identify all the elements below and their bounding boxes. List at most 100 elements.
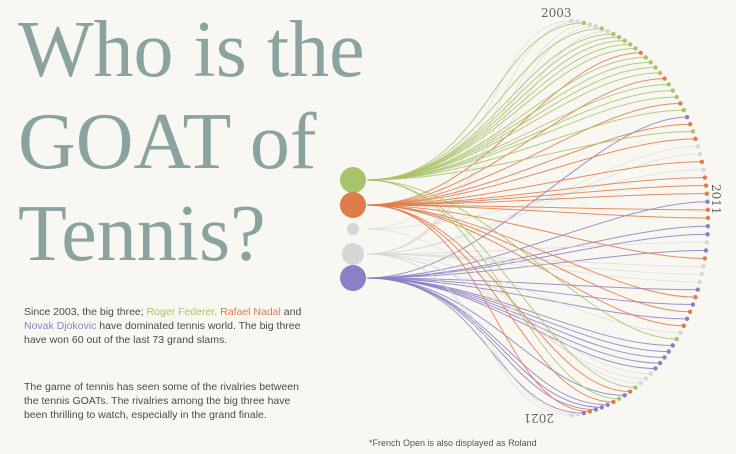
- slam-dot[interactable]: [684, 316, 690, 322]
- slam-dot[interactable]: [581, 20, 587, 26]
- slam-dot[interactable]: [681, 323, 687, 328]
- slam-dot[interactable]: [681, 108, 687, 113]
- slam-dot[interactable]: [616, 34, 622, 40]
- slam-dot[interactable]: [593, 24, 599, 29]
- slam-dot[interactable]: [690, 302, 696, 307]
- slam-dot[interactable]: [657, 70, 663, 76]
- slam-link: [366, 193, 707, 206]
- slam-link: [366, 83, 669, 181]
- slam-dot[interactable]: [705, 199, 710, 204]
- slam-dots: [569, 18, 711, 418]
- player-node-nadal[interactable]: [340, 192, 366, 218]
- player-node-federer[interactable]: [340, 167, 366, 193]
- slam-links: [366, 20, 709, 416]
- player-node-other-small[interactable]: [347, 223, 359, 235]
- slam-dot[interactable]: [695, 144, 701, 149]
- slam-dot[interactable]: [705, 207, 711, 213]
- slam-dot[interactable]: [653, 65, 658, 70]
- slam-dot[interactable]: [643, 55, 648, 60]
- slam-link: [366, 28, 602, 181]
- slam-dot[interactable]: [699, 271, 705, 277]
- slam-dot[interactable]: [702, 256, 708, 261]
- slam-dot[interactable]: [638, 380, 643, 386]
- slam-dot[interactable]: [704, 240, 710, 245]
- intro-and: and: [280, 306, 302, 318]
- slam-dot[interactable]: [599, 405, 605, 410]
- slam-dot[interactable]: [633, 46, 638, 51]
- slam-dot[interactable]: [697, 279, 703, 285]
- slam-dot[interactable]: [670, 88, 676, 93]
- slam-dot[interactable]: [611, 31, 616, 37]
- slam-link: [366, 20, 572, 230]
- slam-dot[interactable]: [638, 50, 643, 56]
- slam-dot[interactable]: [627, 389, 633, 394]
- slam-dot[interactable]: [705, 215, 711, 221]
- slam-dot[interactable]: [611, 399, 616, 405]
- slam-dot[interactable]: [702, 175, 708, 180]
- slam-dot[interactable]: [662, 76, 667, 81]
- slam-dot[interactable]: [695, 287, 701, 292]
- slam-dot[interactable]: [622, 393, 627, 398]
- slam-dot[interactable]: [648, 60, 653, 65]
- slam-dot[interactable]: [593, 407, 599, 412]
- slam-link: [366, 277, 625, 396]
- slam-dot[interactable]: [653, 366, 658, 371]
- slam-dot[interactable]: [587, 22, 593, 27]
- slam-dot[interactable]: [674, 336, 679, 342]
- slam-dot[interactable]: [705, 232, 710, 237]
- slam-dot[interactable]: [701, 264, 706, 269]
- slam-link: [366, 277, 656, 369]
- player-node-other[interactable]: [342, 243, 364, 265]
- slam-dot[interactable]: [605, 402, 610, 408]
- slam-link: [366, 96, 677, 181]
- slam-dot[interactable]: [666, 349, 671, 354]
- slam-dot[interactable]: [657, 360, 663, 366]
- slam-dot[interactable]: [693, 294, 698, 300]
- slam-dot[interactable]: [662, 355, 667, 360]
- slam-dot[interactable]: [599, 26, 605, 31]
- slam-dot[interactable]: [670, 343, 676, 348]
- player-node-djokovic[interactable]: [340, 265, 366, 291]
- slam-dot[interactable]: [587, 409, 593, 414]
- djokovic-name: Novak Djokovic: [24, 320, 97, 332]
- slam-link: [366, 204, 709, 219]
- year-label-middle: 2011: [709, 184, 723, 215]
- slam-dot[interactable]: [701, 167, 706, 172]
- slam-dot[interactable]: [678, 330, 683, 335]
- slam-dot[interactable]: [684, 114, 690, 120]
- slam-dot[interactable]: [666, 82, 671, 87]
- slam-dot[interactable]: [627, 42, 633, 47]
- slam-dot[interactable]: [693, 136, 698, 142]
- slam-link: [366, 138, 696, 206]
- slam-dot[interactable]: [648, 371, 653, 376]
- slam-dot[interactable]: [674, 94, 679, 100]
- slam-dot[interactable]: [704, 191, 710, 196]
- slam-link: [366, 277, 693, 306]
- slam-link: [366, 130, 693, 181]
- intro-paragraph: Since 2003, the big three; Roger Federer…: [24, 305, 316, 347]
- slam-dot[interactable]: [699, 159, 705, 165]
- slam-dot[interactable]: [687, 122, 693, 127]
- slam-dot[interactable]: [575, 19, 580, 24]
- slam-dot[interactable]: [690, 129, 696, 134]
- slam-link: [366, 30, 608, 255]
- slam-dot[interactable]: [687, 309, 693, 314]
- slam-dot[interactable]: [643, 376, 648, 381]
- slam-link: [366, 204, 691, 313]
- slam-dot[interactable]: [703, 248, 709, 253]
- slam-dot[interactable]: [605, 28, 610, 34]
- slam-dot[interactable]: [622, 38, 627, 43]
- slam-dot[interactable]: [616, 396, 622, 402]
- slam-dot[interactable]: [703, 183, 709, 188]
- slam-dot[interactable]: [678, 101, 683, 106]
- slam-dot[interactable]: [581, 410, 587, 416]
- slam-link: [366, 204, 590, 412]
- slam-link: [366, 204, 684, 327]
- slam-link: [366, 102, 681, 206]
- slam-dot[interactable]: [569, 412, 574, 418]
- slam-dot[interactable]: [697, 151, 703, 157]
- slam-dot[interactable]: [575, 412, 580, 417]
- slam-dot[interactable]: [633, 385, 638, 390]
- slam-dot[interactable]: [569, 18, 574, 24]
- slam-dot[interactable]: [705, 223, 711, 229]
